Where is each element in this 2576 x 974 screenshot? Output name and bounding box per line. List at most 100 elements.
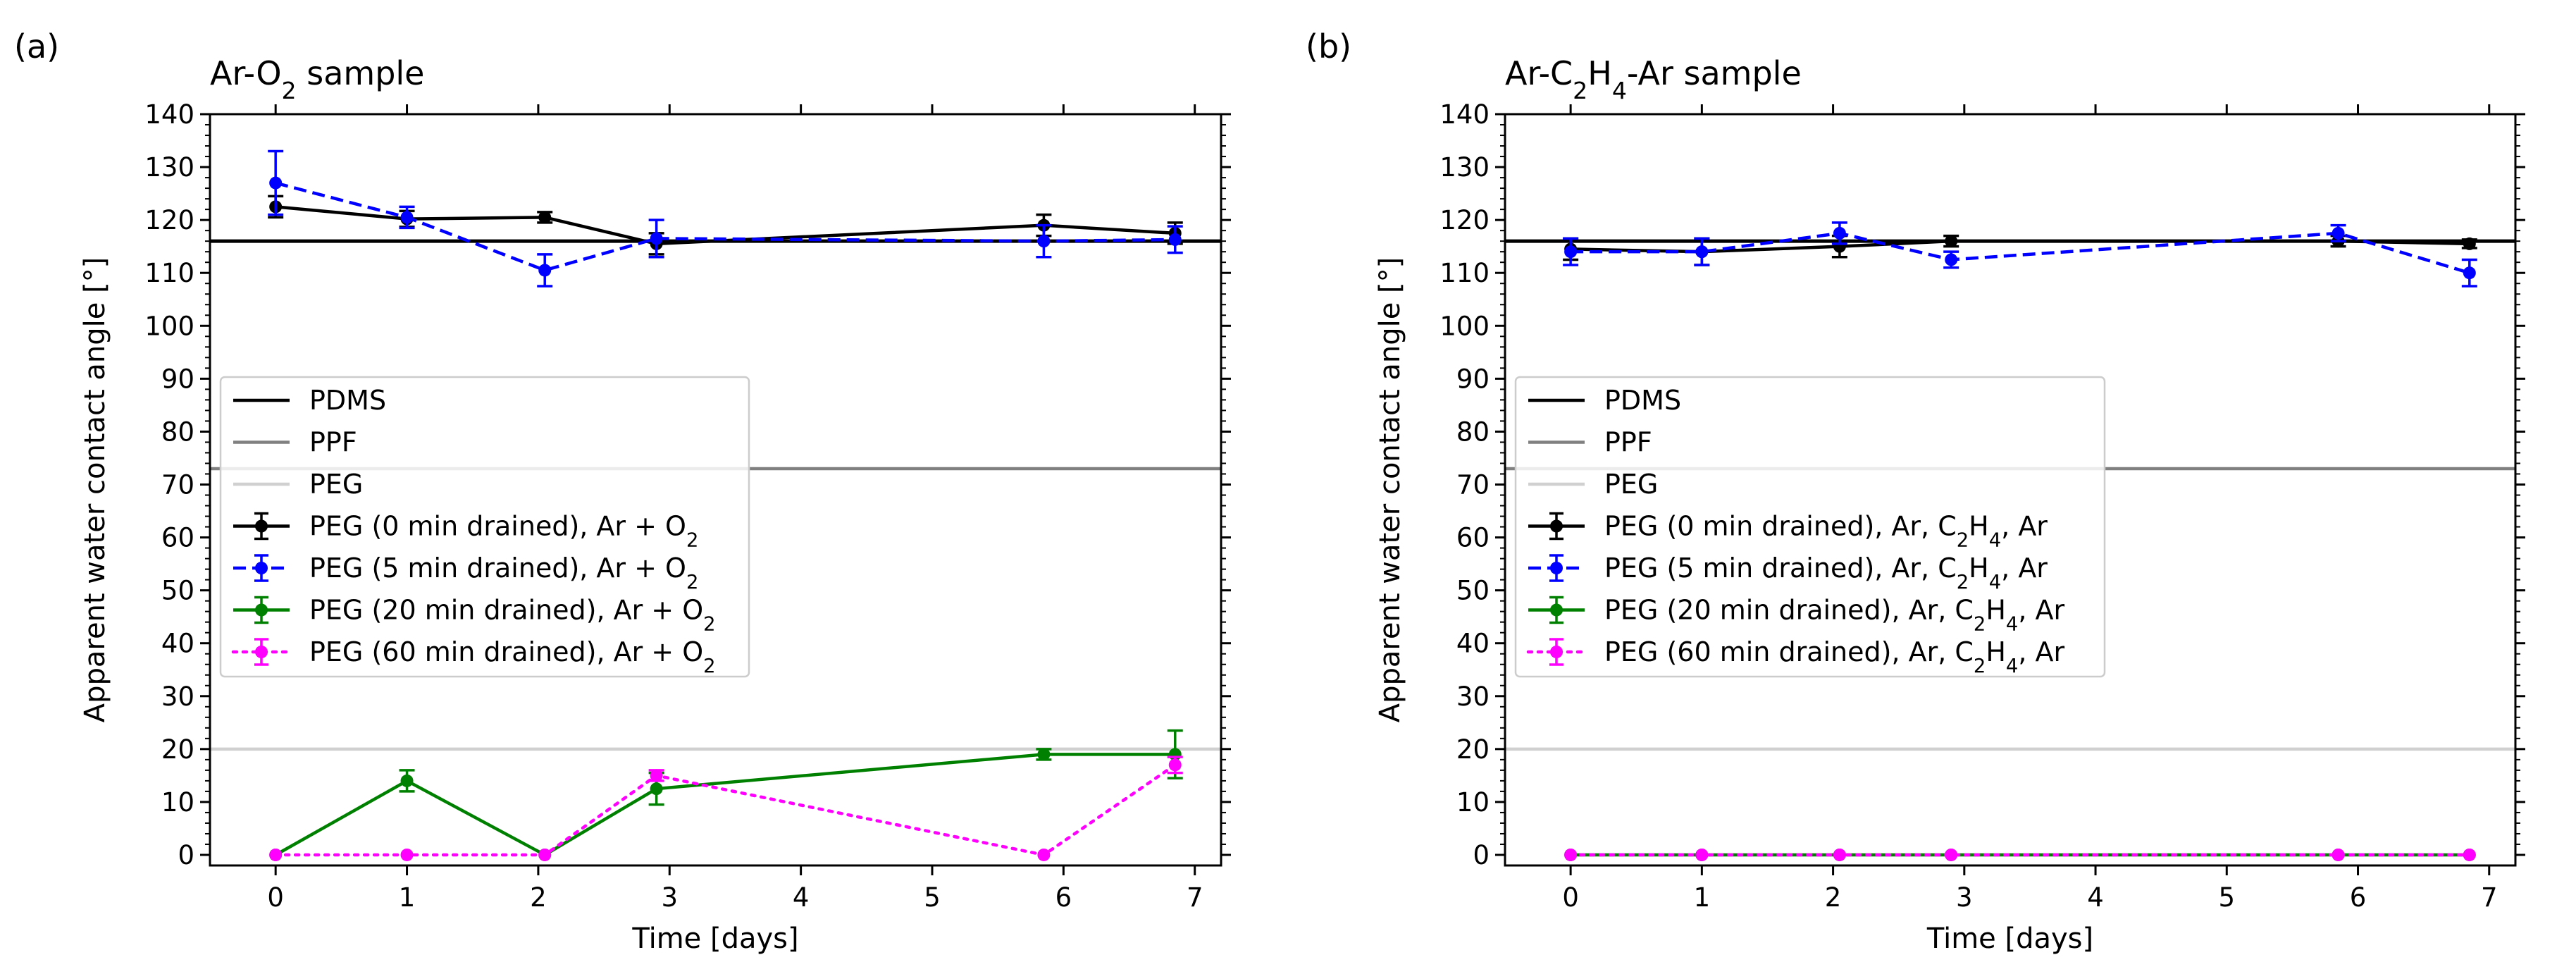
y-tick-label: 30 xyxy=(161,682,194,712)
legend-entry: PPF xyxy=(233,427,357,458)
panel-label: (b) xyxy=(1306,27,1351,66)
series-1 xyxy=(268,149,1183,288)
legend-label: PEG xyxy=(309,469,363,500)
y-tick-label: 100 xyxy=(144,311,194,341)
y-tick-label: 70 xyxy=(161,469,194,500)
data-point xyxy=(2463,237,2476,250)
legend-entry: PEG (5 min drained), Ar, C2H4, Ar xyxy=(1528,553,2048,593)
legend-entry: PEG (0 min drained), Ar + O2 xyxy=(233,511,698,552)
x-axis-label: Time [days] xyxy=(631,923,798,955)
data-point xyxy=(1945,848,1958,861)
data-point xyxy=(1945,253,1958,266)
legend-entry: PEG (60 min drained), Ar, C2H4, Ar xyxy=(1526,636,2064,677)
series-line xyxy=(275,753,1175,857)
legend-entry: PDMS xyxy=(1528,385,1681,416)
data-point xyxy=(650,232,663,245)
y-tick-label: 50 xyxy=(161,576,194,606)
x-tick-label: 0 xyxy=(267,882,284,913)
data-point xyxy=(1037,848,1051,861)
y-tick-label: 0 xyxy=(1473,840,1490,870)
panel-a: (a)Ar-O2 sample0102030405060708090100110… xyxy=(14,27,1231,955)
x-axis-label: Time [days] xyxy=(1926,923,2093,955)
legend-label: PEG (5 min drained), Ar + O2 xyxy=(309,553,698,593)
panel-label: (a) xyxy=(14,27,59,66)
data-point xyxy=(400,848,414,861)
legend-entry: PDMS xyxy=(233,385,386,416)
x-tick-label: 1 xyxy=(1694,882,1711,913)
legend-label: PPF xyxy=(1604,427,1652,458)
legend-entry: PEG (20 min drained), Ar, C2H4, Ar xyxy=(1528,595,2064,635)
data-point xyxy=(1564,848,1578,861)
legend-marker xyxy=(1550,562,1563,574)
series-3 xyxy=(269,756,1183,861)
x-tick-label: 0 xyxy=(1562,882,1579,913)
legend-label: PEG (60 min drained), Ar + O2 xyxy=(309,636,716,677)
y-tick-label: 90 xyxy=(1456,364,1490,394)
y-tick-label: 120 xyxy=(144,205,194,235)
y-tick-label: 130 xyxy=(1439,152,1490,183)
legend-entry: PEG xyxy=(1528,469,1658,500)
y-tick-label: 20 xyxy=(161,734,194,765)
y-tick-label: 50 xyxy=(1456,576,1490,606)
legend-label: PPF xyxy=(309,427,357,458)
x-tick-label: 6 xyxy=(2350,882,2367,913)
legend-label: PEG (60 min drained), Ar, C2H4, Ar xyxy=(1604,636,2064,677)
x-tick-label: 3 xyxy=(1956,882,1973,913)
series-1 xyxy=(1563,221,2477,288)
legend-label: PEG (20 min drained), Ar + O2 xyxy=(309,595,716,636)
legend-box xyxy=(219,376,750,678)
legend-label: PEG xyxy=(1604,469,1658,500)
legend-label: PDMS xyxy=(309,385,386,416)
y-tick-label: 0 xyxy=(178,840,194,870)
data-point xyxy=(2332,226,2345,240)
data-point xyxy=(269,176,283,190)
y-tick-label: 120 xyxy=(1439,205,1490,235)
legend-entry: PEG (60 min drained), Ar + O2 xyxy=(231,636,716,677)
data-point xyxy=(650,769,663,782)
legend: PDMS PPF PEG PEG (0 min drained), Ar, C2H4,… xyxy=(1514,376,2106,678)
legend-marker xyxy=(1550,646,1563,658)
x-tick-label: 3 xyxy=(661,882,678,913)
data-point xyxy=(269,848,283,861)
data-point xyxy=(1564,245,1578,259)
data-point xyxy=(2463,266,2476,280)
data-point xyxy=(1833,848,1846,861)
x-tick-label: 6 xyxy=(1055,882,1072,913)
legend-label: PEG (0 min drained), Ar, C2H4, Ar xyxy=(1604,511,2048,552)
y-tick-label: 40 xyxy=(161,629,194,659)
data-point xyxy=(2332,848,2345,861)
plot-frame xyxy=(1504,113,2517,867)
legend-marker xyxy=(255,519,268,533)
x-tick-label: 4 xyxy=(793,882,810,913)
legend-entry: PPF xyxy=(1528,427,1652,458)
y-tick-label: 100 xyxy=(1439,311,1490,341)
data-point xyxy=(2463,848,2476,861)
data-point xyxy=(1695,848,1709,861)
data-point xyxy=(1945,235,1958,248)
series-line xyxy=(275,181,1175,272)
data-point xyxy=(400,774,414,787)
legend-marker xyxy=(255,603,268,617)
y-tick-label: 40 xyxy=(1456,629,1490,659)
y-tick-label: 90 xyxy=(161,364,194,394)
y-tick-label: 10 xyxy=(1456,787,1490,818)
data-point xyxy=(1168,233,1182,246)
legend-entry: PEG (5 min drained), Ar + O2 xyxy=(233,553,698,593)
plot-frame xyxy=(209,113,1222,867)
panel-b: (b)Ar-C2H4-Ar sample01020304050607080901… xyxy=(1306,27,2525,955)
legend-box xyxy=(1514,376,2106,678)
x-tick-label: 2 xyxy=(530,882,547,913)
y-axis-label: Apparent water contact angle [°] xyxy=(79,257,111,723)
legend-label: PEG (0 min drained), Ar + O2 xyxy=(309,511,698,552)
y-tick-label: 30 xyxy=(1456,682,1490,712)
legend-entry: PEG (0 min drained), Ar, C2H4, Ar xyxy=(1528,511,2048,552)
y-tick-label: 70 xyxy=(1456,469,1490,500)
series-line xyxy=(1571,239,2470,254)
y-tick-label: 80 xyxy=(1456,417,1490,447)
x-tick-label: 7 xyxy=(1187,882,1203,913)
x-tick-label: 1 xyxy=(399,882,416,913)
y-tick-label: 110 xyxy=(1439,258,1490,288)
legend-marker xyxy=(1550,519,1563,533)
